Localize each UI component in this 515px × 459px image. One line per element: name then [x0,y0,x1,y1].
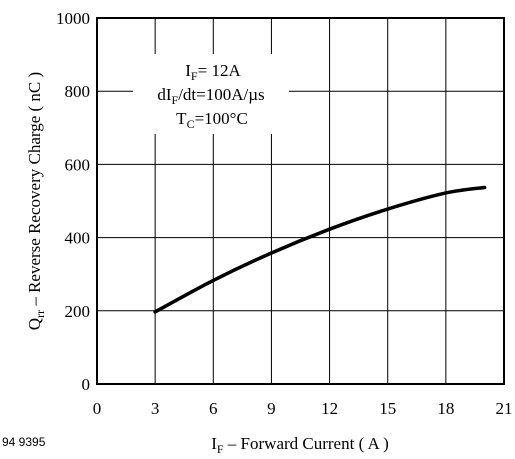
y-tick-label: 400 [65,229,91,248]
plot-frame [96,17,505,385]
annotation-line-tc: TC=100°C [176,109,248,131]
annotation-line-didt: dIF/dt=100A/µs [157,85,264,107]
annotation-box: IF= 12A dIF/dt=100A/µs TC=100°C [157,61,264,131]
x-tick-label: 12 [321,399,338,418]
x-tick-label: 9 [267,399,276,418]
figure-id: 94 9395 [2,435,46,449]
x-tick-label: 6 [209,399,218,418]
x-axis-title: IF – Forward Current ( A ) [211,434,389,456]
x-tick-label: 21 [496,399,513,418]
annotation-line-if: IF= 12A [185,61,241,83]
x-tick-label: 18 [437,399,454,418]
y-tick-label: 200 [65,302,91,321]
series-line [153,185,487,314]
x-tick-label: 15 [379,399,396,418]
y-axis-title: Qrr – Reverse Recovery Charge ( nC ) [25,72,47,330]
x-tick-label: 0 [93,399,102,418]
x-tick-label: 3 [151,399,160,418]
y-tick-label: 600 [65,155,91,174]
annotation-box-background [133,54,289,134]
y-tick-label: 1000 [56,9,90,28]
series-layer [153,185,487,314]
y-tick-label: 800 [65,82,91,101]
x-tick-labels: 0 3 6 9 12 15 18 21 [93,399,513,418]
y-tick-label: 0 [82,375,91,394]
y-tick-labels: 0 200 400 600 800 1000 [56,9,90,394]
